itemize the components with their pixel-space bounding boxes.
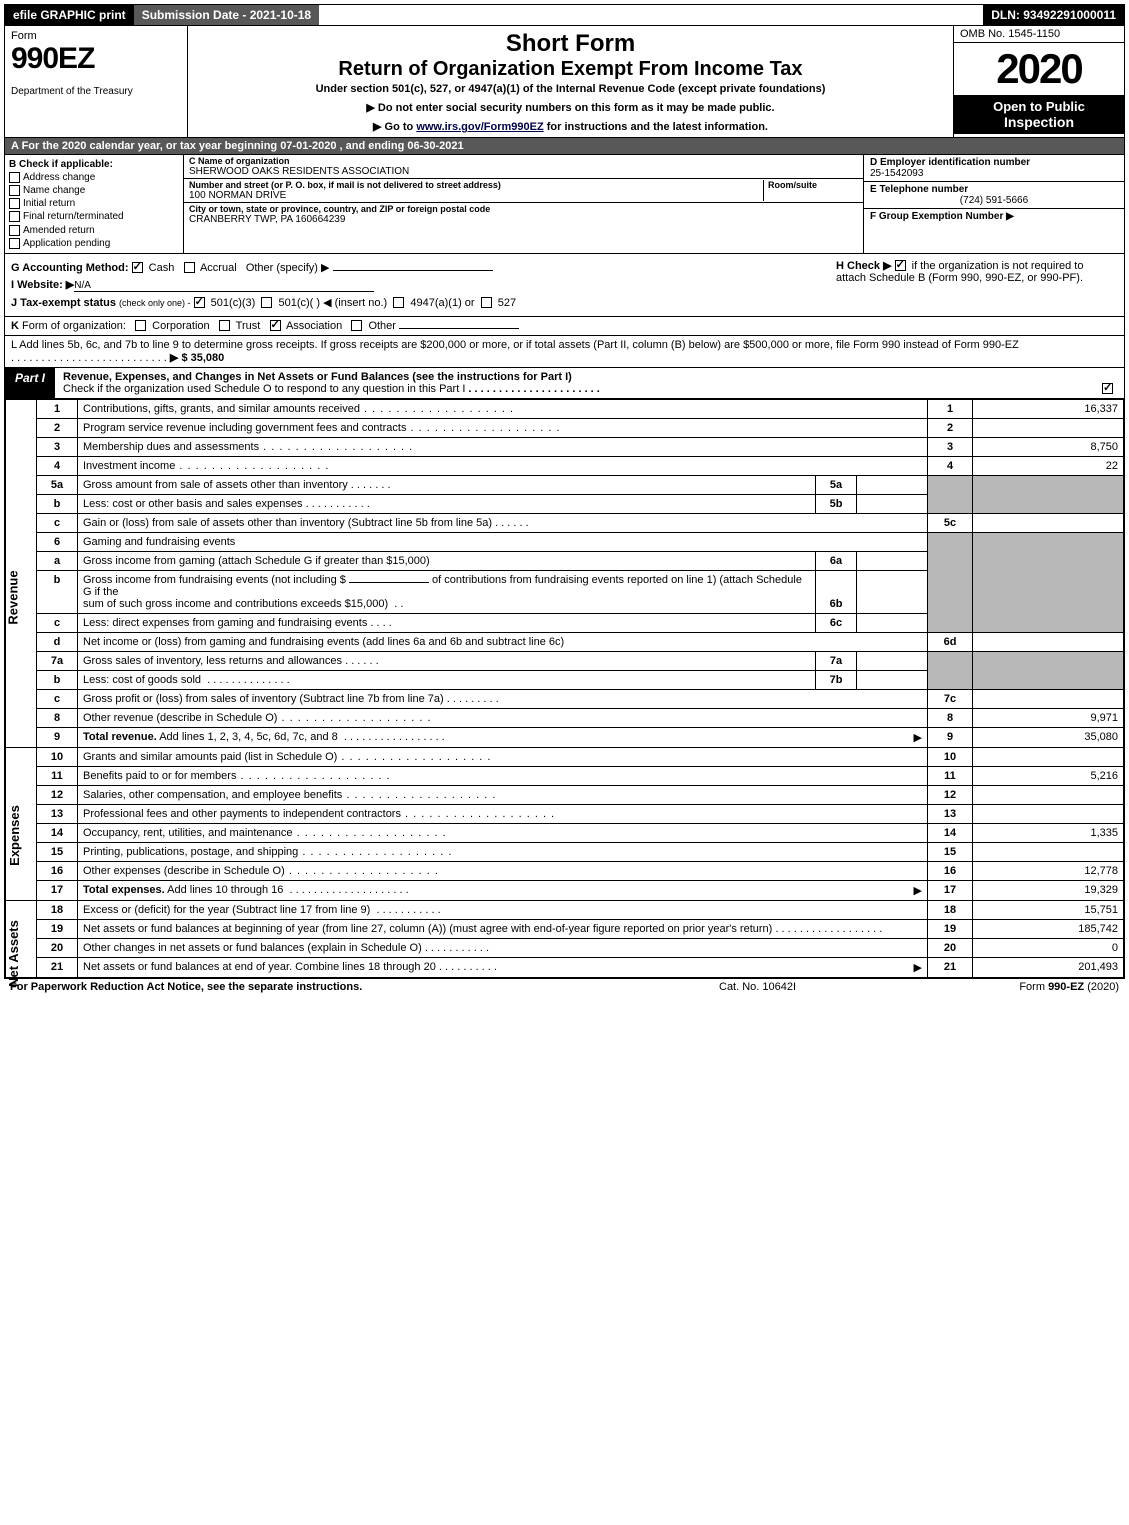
amt-14: 1,335 <box>973 823 1124 842</box>
tax-year: 2020 <box>954 43 1124 95</box>
section-b-to-f: B Check if applicable: Address change Na… <box>4 155 1125 254</box>
line-19: 19 Net assets or fund balances at beginn… <box>6 919 1124 938</box>
line-6d: d Net income or (loss) from gaming and f… <box>6 632 1124 651</box>
line-11: 11 Benefits paid to or for members 11 5,… <box>6 766 1124 785</box>
box-b: B Check if applicable: Address change Na… <box>5 155 184 253</box>
chk-501c[interactable] <box>261 297 272 308</box>
amt-19: 185,742 <box>973 919 1124 938</box>
chk-501c3[interactable] <box>194 297 205 308</box>
amt-17: 19,329 <box>973 880 1124 900</box>
line-3: 3 Membership dues and assessments 3 8,75… <box>6 437 1124 456</box>
amt-1: 16,337 <box>973 399 1124 418</box>
page-footer: For Paperwork Reduction Act Notice, see … <box>4 979 1125 995</box>
main-title: Return of Organization Exempt From Incom… <box>192 58 949 81</box>
chk-amended[interactable] <box>9 225 20 236</box>
subtitle: Under section 501(c), 527, or 4947(a)(1)… <box>192 83 949 95</box>
amt-11: 5,216 <box>973 766 1124 785</box>
line-10: Expenses 10 Grants and similar amounts p… <box>6 747 1124 766</box>
submission-date: Submission Date - 2021-10-18 <box>134 5 319 25</box>
gross-receipts: ▶ $ 35,080 <box>170 352 224 364</box>
box-h: H Check ▶ if the organization is not req… <box>834 257 1118 313</box>
city-state-zip: CRANBERRY TWP, PA 160664239 <box>189 214 490 225</box>
line-21: 21 Net assets or fund balances at end of… <box>6 957 1124 977</box>
amt-18: 15,751 <box>973 900 1124 919</box>
line-a: A For the 2020 calendar year, or tax yea… <box>4 138 1125 155</box>
row-k: K Form of organization: Corporation Trus… <box>4 317 1125 336</box>
amt-20: 0 <box>973 938 1124 957</box>
phone: (724) 591-5666 <box>870 195 1118 206</box>
line-5a: 5a Gross amount from sale of assets othe… <box>6 475 1124 494</box>
street-address: 100 NORMAN DRIVE <box>189 190 763 201</box>
chk-sched-b[interactable] <box>895 260 906 271</box>
line-2: 2 Program service revenue including gove… <box>6 418 1124 437</box>
irs-link[interactable]: www.irs.gov/Form990EZ <box>416 121 543 133</box>
line-8: 8 Other revenue (describe in Schedule O)… <box>6 708 1124 727</box>
line-20: 20 Other changes in net assets or fund b… <box>6 938 1124 957</box>
box-c: C Name of organizationSHERWOOD OAKS RESI… <box>184 155 863 253</box>
line-13: 13 Professional fees and other payments … <box>6 804 1124 823</box>
line-6: 6 Gaming and fundraising events <box>6 532 1124 551</box>
chk-4947[interactable] <box>393 297 404 308</box>
line-14: 14 Occupancy, rent, utilities, and maint… <box>6 823 1124 842</box>
chk-name[interactable] <box>9 185 20 196</box>
chk-final[interactable] <box>9 211 20 222</box>
expenses-label: Expenses <box>7 805 22 866</box>
part-1-table: Revenue 1 Contributions, gifts, grants, … <box>5 399 1124 978</box>
amt-8: 9,971 <box>973 708 1124 727</box>
website: N/A <box>74 280 374 292</box>
row-l: L Add lines 5b, 6c, and 7b to line 9 to … <box>4 336 1125 368</box>
line-15: 15 Printing, publications, postage, and … <box>6 842 1124 861</box>
chk-cash[interactable] <box>132 262 143 273</box>
open-public: Open to Public Inspection <box>954 95 1124 134</box>
line-18: Net Assets 18 Excess or (deficit) for th… <box>6 900 1124 919</box>
top-bar: efile GRAPHIC print Submission Date - 20… <box>4 4 1125 26</box>
chk-association[interactable] <box>270 320 281 331</box>
amt-4: 22 <box>973 456 1124 475</box>
line-9: 9 Total revenue. Add lines 1, 2, 3, 4, 5… <box>6 727 1124 747</box>
row-g-h-i-j: G Accounting Method: Cash Accrual Other … <box>4 254 1125 317</box>
goto-line: ▶ Go to www.irs.gov/Form990EZ for instru… <box>192 120 949 133</box>
chk-schedule-o[interactable] <box>1102 383 1113 394</box>
amt-21: 201,493 <box>973 957 1124 977</box>
amt-9: 35,080 <box>973 727 1124 747</box>
revenue-label: Revenue <box>6 570 21 624</box>
box-d-e-f: D Employer identification number25-15420… <box>863 155 1124 253</box>
part-1-label: Part I <box>5 368 55 398</box>
chk-pending[interactable] <box>9 238 20 249</box>
line-7a: 7a Gross sales of inventory, less return… <box>6 651 1124 670</box>
chk-527[interactable] <box>481 297 492 308</box>
line-5c: c Gain or (loss) from sale of assets oth… <box>6 513 1124 532</box>
part-1-title: Revenue, Expenses, and Changes in Net As… <box>55 368 1124 398</box>
group-exemption: F Group Exemption Number ▶ <box>870 211 1014 222</box>
amt-16: 12,778 <box>973 861 1124 880</box>
dept-label: Department of the Treasury <box>11 86 181 97</box>
line-7c: c Gross profit or (loss) from sales of i… <box>6 689 1124 708</box>
line-16: 16 Other expenses (describe in Schedule … <box>6 861 1124 880</box>
form-number: 990EZ <box>11 42 181 76</box>
chk-initial[interactable] <box>9 198 20 209</box>
line-1: Revenue 1 Contributions, gifts, grants, … <box>6 399 1124 418</box>
line-17: 17 Total expenses. Add lines 10 through … <box>6 880 1124 900</box>
part-1-container: Part I Revenue, Expenses, and Changes in… <box>4 368 1125 979</box>
warning: ▶ Do not enter social security numbers o… <box>192 101 949 114</box>
line-4: 4 Investment income 4 22 <box>6 456 1124 475</box>
ein: 25-1542093 <box>870 168 923 179</box>
omb: OMB No. 1545-1150 <box>954 26 1124 43</box>
form-word: Form <box>11 30 181 42</box>
net-assets-label: Net Assets <box>6 920 21 987</box>
amt-3: 8,750 <box>973 437 1124 456</box>
short-form-title: Short Form <box>192 30 949 58</box>
form-header: Form 990EZ Department of the Treasury Sh… <box>4 26 1125 138</box>
efile-label[interactable]: efile GRAPHIC print <box>5 5 134 25</box>
chk-accrual[interactable] <box>184 262 195 273</box>
chk-address[interactable] <box>9 172 20 183</box>
line-12: 12 Salaries, other compensation, and emp… <box>6 785 1124 804</box>
catalog-no: Cat. No. 10642I <box>719 981 919 993</box>
dln: DLN: 93492291000011 <box>983 5 1124 25</box>
org-name: SHERWOOD OAKS RESIDENTS ASSOCIATION <box>189 166 858 177</box>
